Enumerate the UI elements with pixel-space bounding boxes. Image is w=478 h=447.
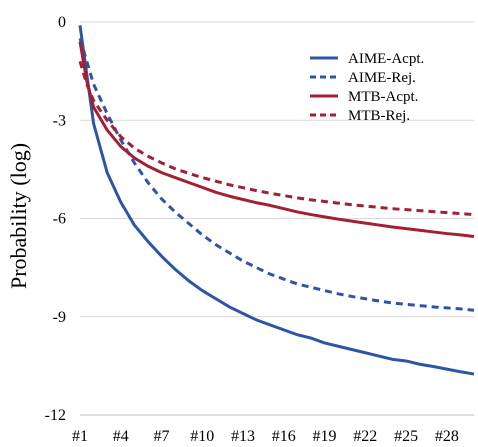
x-tick-label-4: #13 bbox=[231, 428, 255, 445]
series-line-2 bbox=[78, 41, 475, 238]
series-lines bbox=[78, 25, 475, 376]
x-tick-label-8: #25 bbox=[394, 428, 418, 445]
grid-lines bbox=[80, 21, 474, 318]
x-tick-labels: #1 #4 #7 #10 #13 #16 #19 #22 #25 #28 bbox=[72, 428, 459, 445]
y-tick-label-1: -3 bbox=[53, 112, 66, 129]
x-tick-label-3: #10 bbox=[190, 428, 214, 445]
x-tick-label-9: #28 bbox=[435, 428, 459, 445]
y-axis-title: Probability (log) bbox=[6, 143, 31, 289]
legend-label-0: AIME-Acpt. bbox=[348, 51, 424, 67]
x-tick-label-6: #19 bbox=[313, 428, 337, 445]
x-tick-label-0: #1 bbox=[72, 428, 88, 445]
y-tick-label-2: -6 bbox=[53, 211, 66, 228]
series-line-1 bbox=[78, 37, 475, 312]
x-tick-label-7: #22 bbox=[353, 428, 377, 445]
x-tick-label-1: #4 bbox=[113, 428, 129, 445]
y-tick-labels: 0 -3 -6 -9 -12 bbox=[45, 14, 66, 424]
y-tick-label-0: 0 bbox=[58, 14, 66, 31]
y-tick-label-3: -9 bbox=[53, 309, 66, 326]
legend-label-2: MTB-Acpt. bbox=[348, 89, 418, 105]
series-line-3 bbox=[78, 60, 475, 217]
x-tick-label-2: #7 bbox=[154, 428, 170, 445]
legend-label-3: MTB-Rej. bbox=[348, 108, 410, 124]
y-tick-label-4: -12 bbox=[45, 407, 66, 424]
x-tick-label-5: #16 bbox=[272, 428, 296, 445]
legend-label-1: AIME-Rej. bbox=[348, 70, 416, 86]
legend: AIME-Acpt. AIME-Rej. MTB-Acpt. MTB-Rej. bbox=[310, 51, 424, 124]
series-line-0 bbox=[78, 25, 475, 376]
